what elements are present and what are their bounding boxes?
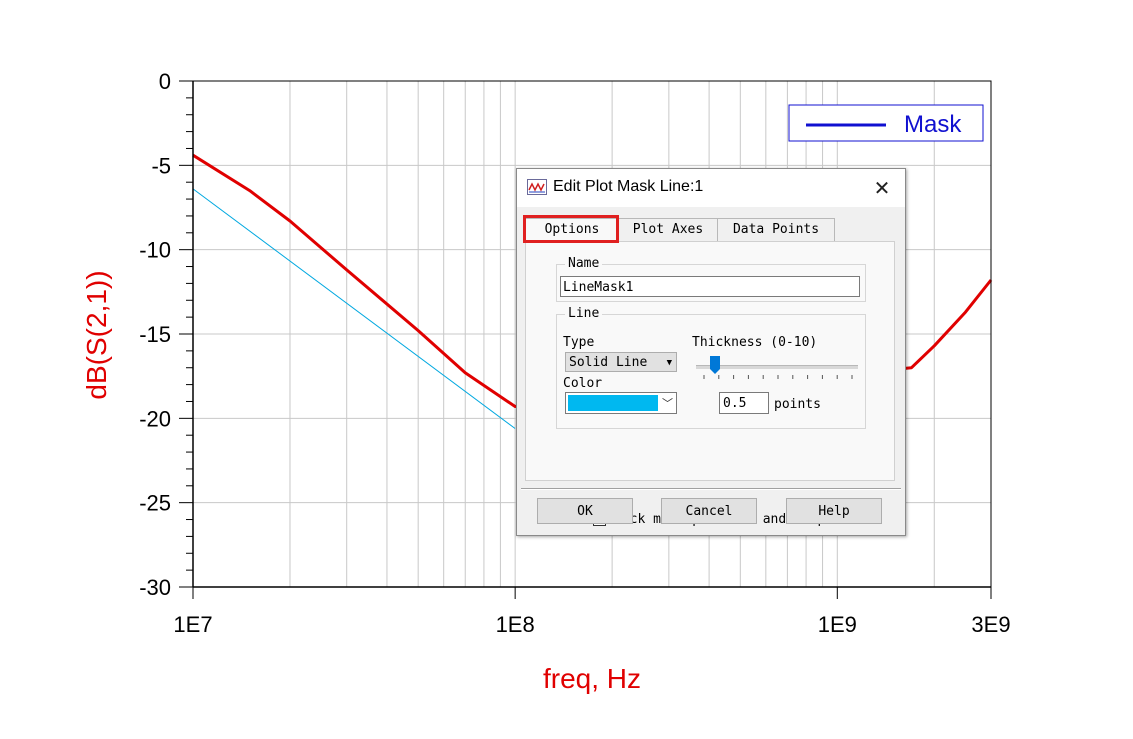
cancel-button[interactable]: Cancel bbox=[661, 498, 757, 524]
y-tick-label: -10 bbox=[139, 238, 171, 263]
legend[interactable]: Mask bbox=[788, 104, 984, 142]
dialog-titlebar[interactable]: Edit Plot Mask Line:1 ✕ bbox=[517, 169, 905, 207]
name-group-label: Name bbox=[565, 256, 603, 271]
thickness-slider-thumb[interactable] bbox=[710, 356, 721, 374]
y-tick-label: -20 bbox=[139, 406, 171, 431]
type-label: Type bbox=[563, 335, 595, 350]
name-input[interactable]: LineMask1 bbox=[560, 276, 860, 297]
x-tick-label: 3E9 bbox=[971, 612, 1010, 637]
tab-plot-axes[interactable]: Plot Axes bbox=[617, 218, 719, 241]
ok-button[interactable]: OK bbox=[537, 498, 633, 524]
color-swatch bbox=[568, 395, 658, 411]
dropdown-arrow-icon: ▼ bbox=[666, 358, 672, 368]
line-type-value: Solid Line bbox=[569, 355, 648, 370]
mask-line bbox=[192, 188, 516, 429]
help-button[interactable]: Help bbox=[786, 498, 882, 524]
x-tick-label: 1E8 bbox=[496, 612, 535, 637]
legend-label: Mask bbox=[904, 111, 962, 138]
y-tick-label: -5 bbox=[151, 153, 171, 178]
thickness-slider-track[interactable] bbox=[696, 365, 858, 369]
close-icon[interactable]: ✕ bbox=[873, 176, 891, 200]
y-tick-label: -25 bbox=[139, 491, 171, 516]
x-tick-label: 1E9 bbox=[818, 612, 857, 637]
options-panel: Name LineMask1 Line Type Solid Line ▼ Co… bbox=[525, 241, 895, 527]
edit-plot-mask-line-dialog: Edit Plot Mask Line:1 ✕ Options Plot Axe… bbox=[516, 168, 906, 536]
slider-tick-marks bbox=[703, 375, 853, 379]
line-color-dropdown[interactable]: ﹀ bbox=[565, 392, 677, 414]
y-tick-label: -15 bbox=[139, 322, 171, 347]
color-label: Color bbox=[563, 376, 603, 391]
legend-box bbox=[788, 104, 984, 142]
name-group: Name bbox=[556, 256, 866, 302]
thickness-unit-label: points bbox=[774, 397, 821, 412]
thickness-label: Thickness (0-10) bbox=[692, 335, 818, 350]
tab-data-points[interactable]: Data Points bbox=[717, 218, 835, 241]
y-tick-label: 0 bbox=[159, 69, 171, 94]
thickness-input[interactable]: 0.5 bbox=[719, 392, 769, 414]
x-tick-label: 1E7 bbox=[173, 612, 212, 637]
dialog-separator bbox=[521, 488, 901, 490]
y-tick-label: -30 bbox=[139, 575, 171, 600]
plot-window-icon bbox=[527, 179, 547, 195]
chevron-down-icon: ﹀ bbox=[662, 397, 673, 410]
y-axis-title: dB(S(2,1)) bbox=[81, 270, 112, 399]
trace-line bbox=[192, 153, 993, 408]
plot-series bbox=[192, 153, 993, 429]
line-group-label: Line bbox=[565, 306, 603, 321]
line-type-dropdown[interactable]: Solid Line ▼ bbox=[565, 352, 677, 372]
dialog-title: Edit Plot Mask Line:1 bbox=[553, 178, 704, 195]
x-axis-title: freq, Hz bbox=[543, 663, 641, 694]
tab-options[interactable]: Options bbox=[525, 218, 619, 241]
line-group: Line bbox=[556, 306, 866, 429]
